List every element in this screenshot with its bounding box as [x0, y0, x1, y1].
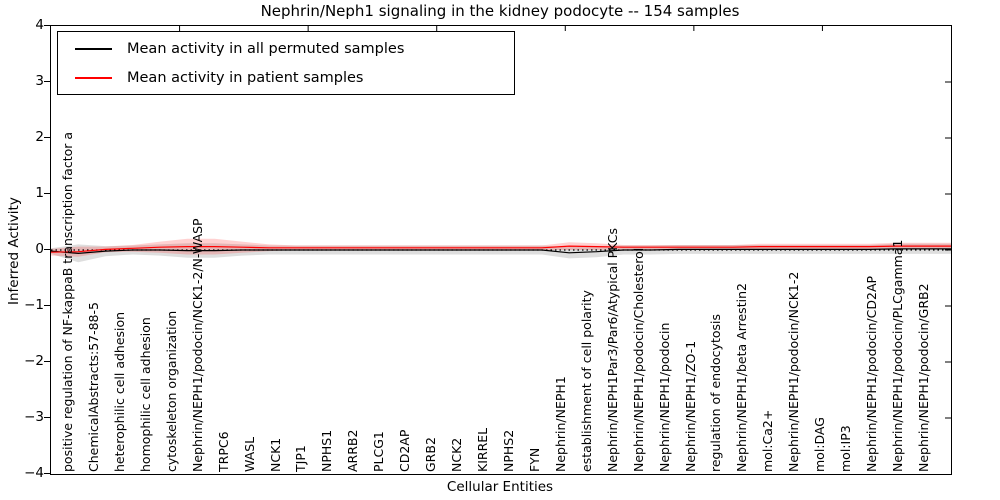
x-tick-label: Nephrin/NEPH1/podocin/PLCgamma1 — [890, 239, 906, 472]
x-tick-label: PLCG1 — [371, 431, 387, 472]
y-tick-mark — [44, 305, 50, 306]
y-tick-mark — [44, 361, 50, 362]
series-line — [51, 248, 951, 255]
y-tick-mark — [44, 473, 50, 474]
x-tick-label: Nephrin/NEPH1/podocin/GRB2 — [916, 283, 931, 472]
x-tick-label: WASL — [241, 436, 257, 472]
x-tick-label: establishment of cell polarity — [578, 290, 594, 472]
y-tick-label: 4 — [35, 17, 44, 33]
x-tick-label: GRB2 — [423, 437, 439, 472]
y-tick-mark — [44, 81, 50, 82]
y-tick-mark — [44, 249, 50, 250]
y-tick-label: −4 — [24, 465, 44, 481]
x-tick-label: mol:IP3 — [838, 425, 854, 472]
legend-entry-patient: Mean activity in patient samples — [58, 65, 514, 91]
x-tick-label: cytoskeleton organization — [163, 310, 179, 472]
x-tick-label: Nephrin/NEPH1Par3/Par6/Atypical PKCs — [604, 228, 620, 472]
x-tick-label: Nephrin/NEPH1/podocin/NCK1-2 — [786, 271, 802, 472]
y-tick-mark — [44, 193, 50, 194]
x-tick-label: TRPC6 — [215, 431, 231, 472]
x-tick-label: mol:DAG — [812, 417, 828, 472]
y-tick-label: −1 — [24, 297, 44, 313]
y-tick-label: −3 — [24, 409, 44, 425]
x-tick-label: FYN — [526, 447, 542, 472]
legend-line-patient-samples — [75, 76, 112, 79]
y-tick-label: 0 — [35, 241, 44, 257]
legend: Mean activity in all permuted samples Me… — [57, 31, 515, 95]
legend-line-permuted-samples — [75, 47, 112, 50]
x-tick-label: Nephrin/NEPH1/beta Arrestin2 — [734, 283, 750, 472]
x-tick-label: Nephrin/NEPH1/ZO-1 — [682, 340, 698, 472]
x-tick-label: mol:Ca2+ — [760, 409, 776, 472]
y-tick-label: 2 — [35, 129, 44, 145]
x-tick-label: homophilic cell adhesion — [137, 317, 153, 472]
chart-title: Nephrin/Neph1 signaling in the kidney po… — [260, 2, 740, 20]
x-tick-label: positive regulation of NF-kappaB transcr… — [60, 131, 75, 472]
y-tick-label: 1 — [35, 185, 44, 201]
y-tick-mark — [44, 137, 50, 138]
y-tick-label: 3 — [35, 73, 44, 89]
x-tick-label: ARRB2 — [345, 429, 361, 472]
x-tick-label: regulation of endocytosis — [708, 314, 724, 472]
y-tick-label: −2 — [24, 353, 44, 369]
x-tick-label: CD2AP — [397, 429, 413, 472]
plot-area: positive regulation of NF-kappaB transcr… — [50, 25, 952, 475]
x-tick-label: ChemicalAbstracts:57-88-5 — [85, 302, 101, 472]
x-tick-label: NCK1 — [267, 437, 283, 472]
x-tick-label: Nephrin/NEPH1/podocin — [656, 322, 672, 472]
legend-label-permuted: Mean activity in all permuted samples — [127, 40, 405, 57]
x-axis-label: Cellular Entities — [446, 479, 554, 495]
x-tick-label: KIRREL — [475, 427, 491, 472]
x-tick-label: Nephrin/NEPH1/podocin/CD2AP — [864, 275, 880, 472]
x-tick-label: NPHS1 — [319, 429, 335, 472]
x-tick-label: TJP1 — [293, 445, 309, 472]
y-tick-mark — [44, 25, 50, 26]
series-line — [51, 245, 951, 253]
chart-canvas — [51, 26, 951, 419]
legend-entry-permuted: Mean activity in all permuted samples — [58, 36, 514, 62]
y-tick-mark — [44, 417, 50, 418]
x-tick-label: NPHS2 — [500, 429, 516, 472]
x-tick-label: Nephrin/NEPH1/podocin/Cholesterol — [630, 247, 646, 472]
x-tick-label: NCK2 — [449, 437, 465, 472]
x-tick-label: Nephrin/NEPH1 — [552, 376, 568, 472]
x-tick-label: Nephrin/NEPH1/podocin/NCK1-2/N-WASP — [189, 218, 205, 472]
x-tick-label: heterophilic cell adhesion — [111, 311, 127, 472]
legend-label-patient: Mean activity in patient samples — [127, 69, 364, 86]
